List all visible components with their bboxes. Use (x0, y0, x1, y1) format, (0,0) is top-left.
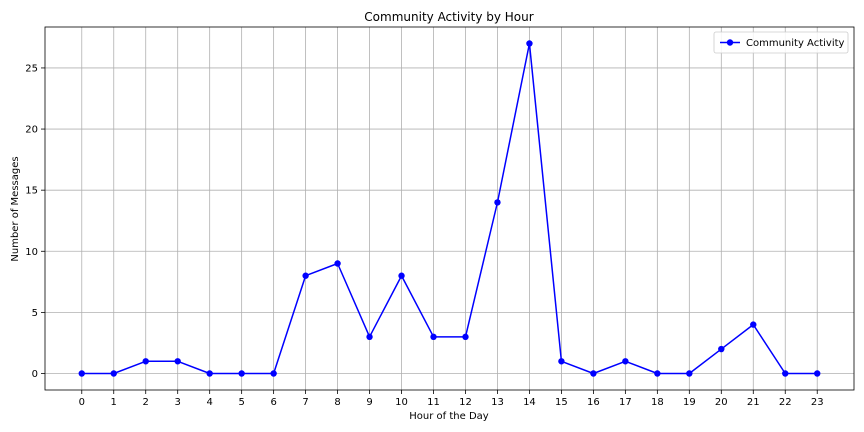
y-tick-label: 20 (25, 125, 38, 136)
x-tick-label: 3 (175, 397, 181, 408)
data-point (302, 272, 309, 279)
y-tick-label: 5 (32, 308, 38, 319)
x-tick-label: 6 (270, 397, 276, 408)
series-line (81, 42, 818, 375)
data-point (750, 321, 757, 328)
data-point (110, 370, 117, 377)
data-point (142, 358, 149, 365)
y-tick-labels: 0 5 10 15 20 25 (25, 63, 45, 380)
y-tick-label: 15 (25, 186, 38, 197)
data-point (814, 370, 821, 377)
x-tick-label: 22 (779, 397, 792, 408)
x-tick-label: 8 (334, 397, 340, 408)
y-tick-label: 0 (32, 369, 38, 380)
x-tick-label: 13 (491, 397, 504, 408)
legend: Community Activity (713, 31, 849, 54)
x-tick-label: 5 (238, 397, 244, 408)
series-layer (78, 40, 821, 377)
x-tick-label: 7 (302, 397, 308, 408)
legend-label: Community Activity (746, 38, 845, 49)
data-point (494, 199, 501, 206)
data-point (270, 370, 277, 377)
data-point (398, 272, 405, 279)
data-point (590, 370, 597, 377)
data-point (206, 370, 213, 377)
data-point (174, 358, 181, 365)
axes (44, 26, 855, 391)
data-point (430, 333, 437, 341)
plot-frame (44, 26, 855, 391)
x-tick-label: 21 (747, 397, 760, 408)
x-tick-label: 23 (811, 397, 824, 408)
data-point (782, 370, 789, 377)
x-tick-label: 17 (619, 397, 632, 408)
y-axis-label: Number of Messages (10, 156, 21, 261)
x-tick-label: 1 (111, 397, 117, 408)
x-tick-label: 10 (395, 397, 408, 408)
data-point (686, 370, 693, 377)
data-point (718, 345, 725, 353)
data-point (526, 40, 533, 47)
data-point (238, 370, 245, 377)
x-tick-label: 12 (459, 397, 472, 408)
y-tick-label: 25 (25, 63, 38, 74)
x-tick-label: 14 (523, 397, 536, 408)
x-tick-label: 15 (555, 397, 568, 408)
grid (45, 27, 854, 390)
x-tick-label: 20 (715, 397, 728, 408)
x-tick-label: 9 (366, 397, 372, 408)
legend-box (713, 31, 849, 54)
data-point (622, 358, 629, 365)
data-point (334, 260, 341, 267)
x-tick-label: 19 (683, 397, 696, 408)
data-point (78, 370, 85, 377)
data-point (654, 370, 661, 377)
x-tick-labels: 0 1 2 3 4 5 6 7 8 9 10 11 12 13 14 15 16 17 18 19 20 21 22 23 (79, 390, 824, 408)
chart-title: Community Activity by Hour (364, 10, 533, 24)
x-tick-label: 18 (651, 397, 664, 408)
x-axis-label: Hour of the Day (409, 411, 489, 422)
data-point (462, 333, 469, 341)
x-tick-label: 4 (206, 397, 212, 408)
x-tick-label: 2 (143, 397, 149, 408)
data-point (558, 358, 565, 365)
legend-marker (726, 39, 734, 46)
y-tick-label: 10 (25, 247, 38, 258)
data-point (366, 333, 373, 341)
x-tick-label: 11 (427, 397, 440, 408)
x-tick-label: 16 (587, 397, 600, 408)
x-tick-label: 0 (79, 397, 85, 408)
